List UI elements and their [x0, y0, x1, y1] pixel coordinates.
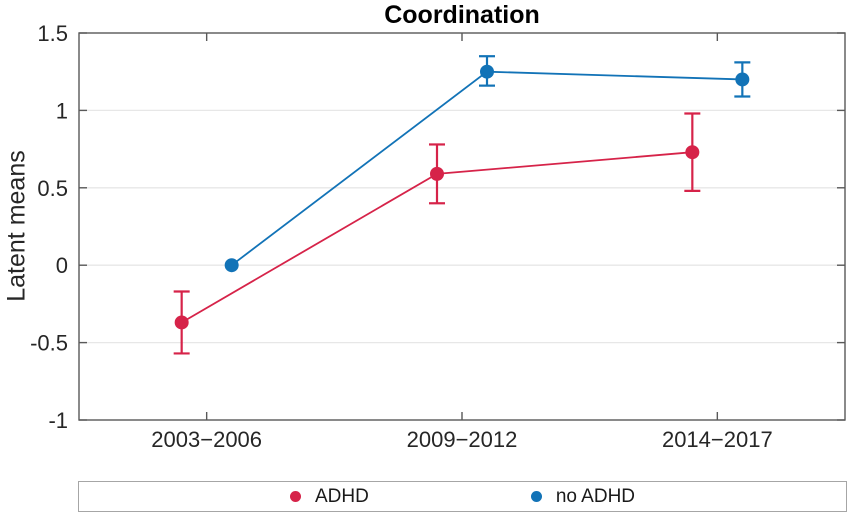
y-tick-label: 0 — [56, 253, 68, 278]
x-tick-label: 2003−2006 — [151, 427, 262, 452]
legend: ADHD no ADHD — [78, 481, 847, 512]
data-point-marker — [735, 72, 750, 87]
y-tick-label: 1.5 — [37, 21, 68, 46]
data-point-marker — [224, 258, 239, 273]
data-point-marker — [480, 64, 494, 79]
y-tick-label: -1 — [48, 408, 68, 433]
legend-marker-no-adhd-icon — [530, 491, 542, 502]
legend-marker-adhd-icon — [289, 491, 301, 502]
x-tick-label: 2009−2012 — [407, 427, 518, 452]
y-tick-label: 0.5 — [37, 176, 68, 201]
series-line-no-adhd — [231, 70, 743, 266]
data-point-marker — [174, 315, 189, 330]
y-tick-label: 1 — [56, 98, 68, 123]
data-point-marker — [430, 166, 444, 181]
plot-area: -1 -0.5 0 0.5 1 1.5 2003−2006 2009−2012 2014−201… — [30, 21, 846, 452]
legend-label-adhd: ADHD — [314, 485, 369, 507]
legend-entry-no-adhd: no ADHD — [530, 485, 636, 508]
y-tick-label: -0.5 — [30, 331, 68, 356]
legend-entry-adhd: ADHD — [289, 485, 369, 508]
x-tick-label: 2014−2017 — [662, 427, 773, 452]
data-point-marker — [685, 145, 700, 160]
chart-title: Coordination — [384, 1, 540, 29]
legend-label-no-adhd: no ADHD — [555, 485, 636, 507]
